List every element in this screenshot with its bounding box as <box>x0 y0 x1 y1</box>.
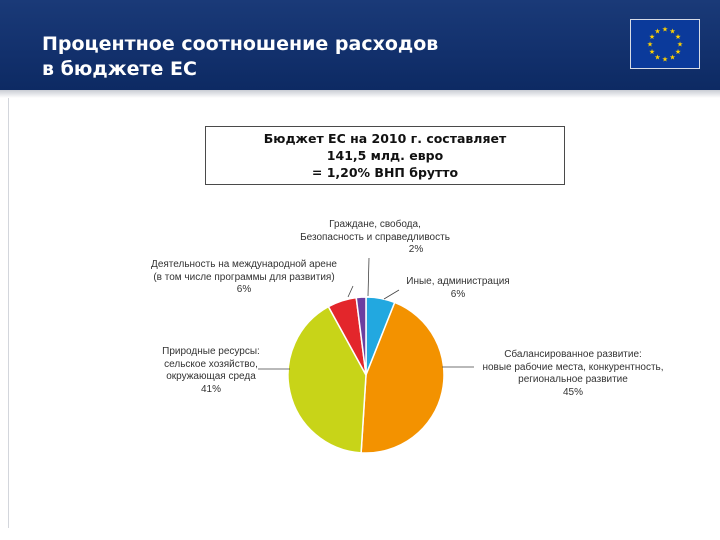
budget-summary-box: Бюджет ЕС на 2010 г. составляет 141,5 мл… <box>205 126 565 185</box>
eu-flag-icon: ★ ★ ★ ★ ★ ★ ★ ★ ★ ★ ★ ★ <box>630 19 700 69</box>
flag-star-icon: ★ <box>675 48 681 56</box>
budget-line-3: = 1,20% ВНП брутто <box>311 165 459 180</box>
slice-pct-label: 45% <box>562 386 583 398</box>
budget-line-2: 141,5 млд. евро <box>326 148 444 163</box>
header-bar: Процентное соотношение расходов в бюджет… <box>0 0 720 90</box>
flag-star-icon: ★ <box>654 53 660 61</box>
slice-pct-label: 6% <box>450 288 466 300</box>
slice-pct-label: 41% <box>200 383 221 395</box>
page-title: Процентное соотношение расходов в бюджет… <box>42 33 439 80</box>
slice-label-text: Граждане, свобода, <box>329 219 421 230</box>
slice-label-text: Природные ресурсы: <box>162 346 260 357</box>
slice-natural-resources <box>287 305 367 454</box>
slice-label-text: Безопасность и справедливость <box>300 231 450 243</box>
slice-label-text: Деятельность на международной арене <box>151 259 337 270</box>
slice-label-natural-resources: Природные ресурсы: сельское хозяйство, о… <box>141 346 281 396</box>
flag-star-icon: ★ <box>677 41 683 49</box>
leader-line <box>367 257 370 297</box>
flag-star-icon: ★ <box>675 33 681 41</box>
slice-label-text: сельское хозяйство, <box>164 358 258 370</box>
flag-star-icon: ★ <box>662 26 668 34</box>
slice-label-text: Сбалансированное развитие: <box>504 349 642 360</box>
flag-star-icon: ★ <box>654 28 660 36</box>
flag-star-icon: ★ <box>669 28 675 36</box>
header-divider <box>0 90 720 98</box>
slice-label-other-admin: Иные, администрация 6% <box>398 276 518 301</box>
flag-star-icon: ★ <box>649 33 655 41</box>
slice-citizenship <box>355 296 367 376</box>
leader-line <box>383 289 400 300</box>
slice-pct-label: 2% <box>408 244 424 255</box>
slice-sustainable-growth <box>360 301 445 454</box>
slice-label-sustainable-growth: Сбалансированное развитие: новые рабочие… <box>468 349 678 399</box>
slice-label-text: региональное развитие <box>518 374 628 385</box>
slice-pct-label: 6% <box>236 284 252 295</box>
leader-line <box>347 285 354 298</box>
slice-label-global-actor: Деятельность на международной арене (в т… <box>136 259 352 297</box>
slice-label-text: окружающая среда <box>166 371 256 382</box>
flag-star-icon: ★ <box>669 53 675 61</box>
left-divider <box>8 98 9 528</box>
slice-label-text: (в том числе программы для развития) <box>153 271 335 283</box>
slice-label-text: Иные, администрация <box>406 276 510 287</box>
flag-star-icon: ★ <box>647 41 653 49</box>
budget-line-1: Бюджет ЕС на 2010 г. составляет <box>263 131 507 146</box>
flag-star-icon: ★ <box>662 56 668 64</box>
slice-label-citizenship: Граждане, свобода, Безопасность и справе… <box>284 219 466 257</box>
slice-label-text: новые рабочие места, конкурентность, <box>482 361 664 373</box>
flag-star-icon: ★ <box>649 48 655 56</box>
